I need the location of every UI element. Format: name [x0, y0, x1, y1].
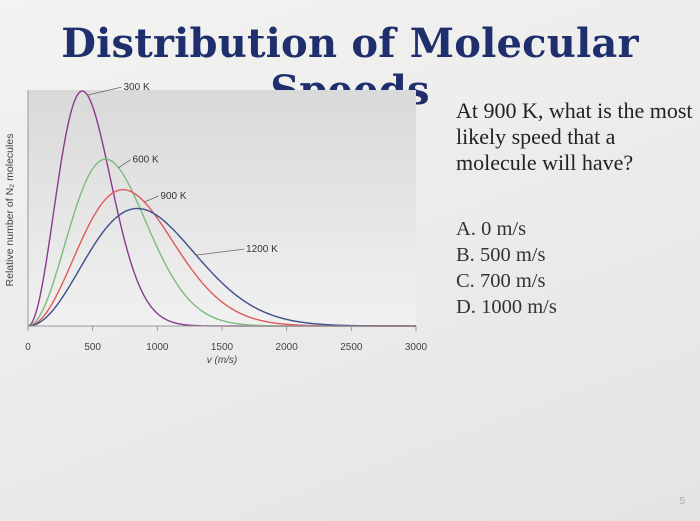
option-c[interactable]: C. 700 m/s: [456, 268, 557, 294]
y-axis-label: Relative number of N₂ molecules: [4, 134, 16, 287]
series-label-600k: 600 K: [133, 155, 159, 166]
option-b-letter: B.: [456, 244, 475, 266]
option-a-letter: A.: [456, 218, 476, 240]
option-b-text: 500 m/s: [479, 244, 546, 266]
series-label-1200k: 1200 K: [246, 244, 278, 255]
option-c-text: 700 m/s: [479, 270, 546, 292]
page-number: 5: [679, 496, 685, 507]
option-d[interactable]: D. 1000 m/s: [456, 294, 557, 320]
option-c-letter: C.: [456, 270, 475, 292]
option-b[interactable]: B. 500 m/s: [456, 242, 557, 268]
speed-distribution-chart: 0 500 1000 1500 2000 2500 3000 300 K 600 K 900 K…: [4, 82, 428, 366]
option-d-text: 1000 m/s: [481, 296, 557, 318]
x-tick-label-0: 0: [25, 342, 31, 353]
x-tick-label-2000: 2000: [276, 342, 299, 353]
x-tick-label-1000: 1000: [146, 342, 169, 353]
leader-line-900k: [144, 195, 159, 203]
x-tick-label-3000: 3000: [405, 342, 428, 353]
question-text: At 900 K, what is the most likely speed …: [456, 98, 693, 175]
series-label-300k: 300 K: [123, 82, 149, 93]
leader-line-1200k: [196, 248, 245, 256]
x-tick-label-1500: 1500: [211, 342, 234, 353]
x-ticks-layer: 0 500 1000 1500 2000 2500 3000: [25, 326, 428, 353]
x-axis-label: v (m/s): [207, 355, 238, 366]
answer-options: A. 0 m/s B. 500 m/s C. 700 m/s D. 1000 m…: [456, 216, 557, 320]
x-tick-label-500: 500: [84, 342, 101, 353]
option-a[interactable]: A. 0 m/s: [456, 216, 557, 242]
plot-area: [28, 90, 416, 326]
option-a-text: 0 m/s: [481, 218, 527, 240]
series-label-900k: 900 K: [160, 191, 186, 202]
leader-line-600k: [118, 159, 131, 169]
option-d-letter: D.: [456, 296, 476, 318]
x-tick-label-2500: 2500: [340, 342, 363, 353]
leader-line-300k: [87, 86, 122, 96]
series-labels-layer: 300 K 600 K 900 K 1200 K: [87, 82, 278, 256]
